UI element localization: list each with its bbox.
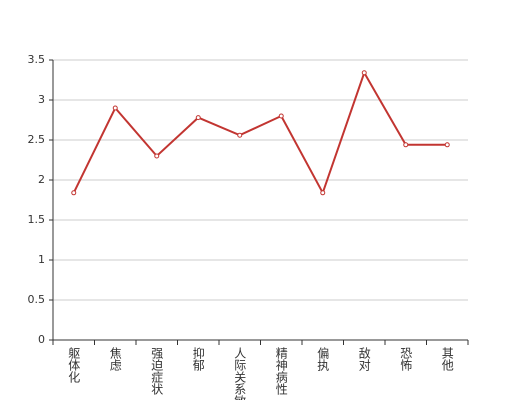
line <box>72 70 448 196</box>
point <box>112 105 118 111</box>
x-tick-label: 强迫症状 <box>150 347 164 395</box>
x-tick-label: 其他 <box>440 347 454 371</box>
point <box>154 153 160 159</box>
y-tick-label: 3 <box>38 93 45 106</box>
point <box>71 190 77 196</box>
x-tick-label: 偏执 <box>316 346 330 372</box>
x-tick-label: 焦虑 <box>108 347 122 371</box>
y-tick-label: 2.5 <box>28 133 46 146</box>
point <box>361 70 367 76</box>
point <box>444 142 450 148</box>
point <box>195 115 201 121</box>
x-tick-label: 躯体化 <box>67 346 81 384</box>
x-tick-label: 敌对 <box>357 346 371 371</box>
y-tick-label: 0 <box>38 333 45 346</box>
x-tick-label: 恐怖 <box>399 347 413 371</box>
point <box>320 190 326 196</box>
y-tick-label: 0.5 <box>28 293 46 306</box>
x-tick-label: 抑郁 <box>191 346 205 372</box>
x-tick-label: 人际关系敏感 <box>233 347 247 400</box>
y-tick-label: 2 <box>38 173 45 186</box>
y-tick-label: 1 <box>38 253 45 266</box>
x-tick-label: 精神病性 <box>274 347 288 396</box>
point <box>278 113 284 119</box>
y-tick-label: 1.5 <box>28 213 46 226</box>
point <box>403 142 409 148</box>
point <box>237 132 243 138</box>
y-tick-label: 3.5 <box>28 53 46 66</box>
